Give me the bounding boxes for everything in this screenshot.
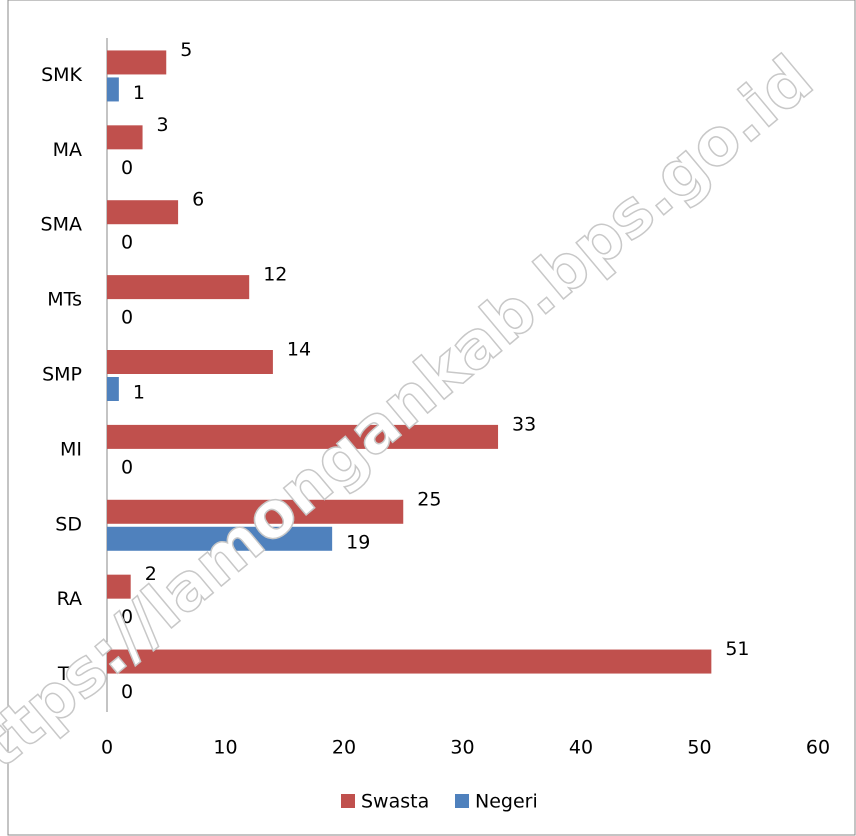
data-label: 2 — [145, 563, 157, 585]
data-label: 0 — [121, 681, 133, 703]
x-tick-label: 40 — [569, 737, 593, 759]
legend-swatch — [341, 794, 355, 808]
bar — [107, 499, 404, 524]
x-tick-label: 0 — [101, 737, 113, 759]
bar — [107, 526, 333, 551]
x-tick-label: 60 — [806, 737, 830, 759]
data-label: 3 — [157, 114, 169, 136]
data-label: 0 — [121, 606, 133, 628]
data-label: 14 — [287, 339, 311, 361]
data-label: 51 — [725, 638, 749, 660]
bar — [107, 275, 250, 300]
bar — [107, 649, 712, 674]
chart-frame — [7, 0, 856, 836]
data-label: 0 — [121, 307, 133, 329]
data-label: 5 — [180, 39, 192, 61]
y-tick-label: SMK — [41, 64, 82, 86]
bar — [107, 350, 273, 374]
data-label: 0 — [121, 157, 133, 179]
bar — [107, 50, 167, 75]
data-label: 0 — [121, 232, 133, 254]
data-label: 25 — [417, 488, 441, 510]
x-tick-label: 10 — [213, 737, 237, 759]
data-label: 6 — [192, 189, 204, 211]
bar — [107, 200, 179, 225]
data-label: 19 — [346, 531, 370, 553]
y-tick-label: MI — [60, 438, 82, 460]
data-label: 0 — [121, 456, 133, 478]
bar — [107, 125, 143, 150]
data-label: 1 — [133, 82, 145, 104]
y-tick-label: SMA — [41, 214, 82, 236]
data-label: 12 — [263, 264, 287, 286]
y-tick-label: SMP — [42, 364, 82, 386]
bar — [107, 77, 119, 102]
bar — [107, 424, 499, 449]
y-tick-label: MA — [53, 139, 82, 161]
y-tick-label: TK — [57, 663, 83, 685]
x-tick-label: 50 — [687, 737, 711, 759]
bar — [107, 377, 119, 401]
y-tick-label: RA — [57, 588, 82, 610]
legend-swatch — [455, 794, 469, 808]
legend-label: Swasta — [361, 791, 429, 813]
y-tick-label: SD — [55, 513, 82, 535]
data-label: 1 — [133, 382, 145, 404]
x-tick-label: 20 — [332, 737, 356, 759]
legend-label: Negeri — [475, 791, 538, 813]
data-label: 33 — [512, 413, 536, 435]
x-tick-label: 30 — [450, 737, 474, 759]
y-tick-label: MTs — [47, 289, 82, 311]
bar — [107, 574, 131, 599]
